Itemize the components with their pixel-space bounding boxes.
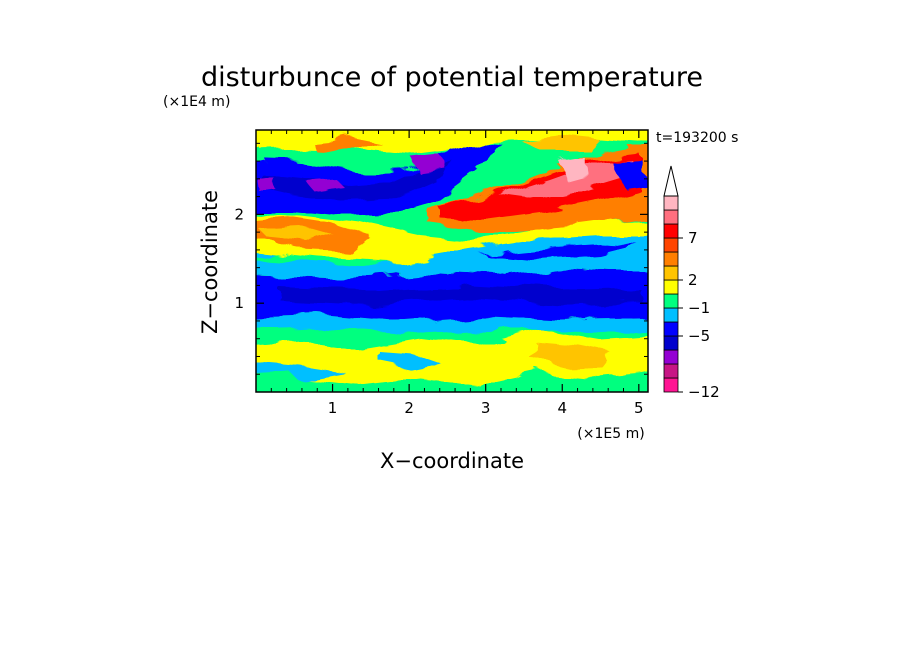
y-axis-label: Z−coordinate — [198, 190, 222, 334]
x-unit-label: (×1E5 m) — [577, 426, 644, 442]
colorbar-swatch — [663, 237, 679, 253]
colorbar-swatch — [663, 223, 679, 239]
colorbar-swatch — [663, 307, 679, 323]
colorbar-extend-arrow — [663, 165, 679, 197]
colorbar-swatch — [663, 265, 679, 281]
colorbar-label: −5 — [688, 327, 710, 345]
x-axis-label: X−coordinate — [380, 449, 524, 473]
x-tick-label: 5 — [634, 399, 644, 417]
chart-title: disturbunce of potential temperature — [201, 62, 703, 93]
heatmap-field — [256, 130, 648, 392]
colorbar-swatch — [663, 363, 679, 379]
colorbar-swatch — [663, 335, 679, 351]
colorbar-swatch — [663, 293, 679, 309]
plot-frame — [255, 129, 649, 393]
colorbar-label: −1 — [688, 299, 710, 317]
x-tick-label: 3 — [481, 399, 491, 417]
x-tick-label: 1 — [328, 399, 338, 417]
time-label: t=193200 s — [656, 130, 738, 146]
colorbar-label: 7 — [688, 229, 698, 247]
y-tick-label: 1 — [234, 294, 244, 312]
x-axis-ticks: 1 2 3 4 5 — [270, 130, 644, 417]
colorbar-label: −12 — [688, 383, 720, 401]
x-tick-label: 2 — [404, 399, 414, 417]
colorbar-swatch — [663, 209, 679, 225]
y-axis-ticks: 12 — [234, 142, 648, 375]
y-unit-label: (×1E4 m) — [163, 94, 230, 110]
colorbar-swatch — [663, 195, 679, 211]
colorbar-swatch — [663, 321, 679, 337]
colorbar-label: 2 — [688, 271, 698, 289]
y-tick-label: 2 — [234, 205, 244, 223]
x-tick-label: 4 — [557, 399, 567, 417]
colorbar: −12−5−127 — [663, 165, 720, 401]
colorbar-swatch — [663, 279, 679, 295]
colorbar-swatch — [663, 377, 679, 393]
colorbar-swatch — [663, 349, 679, 365]
colorbar-swatch — [663, 251, 679, 267]
